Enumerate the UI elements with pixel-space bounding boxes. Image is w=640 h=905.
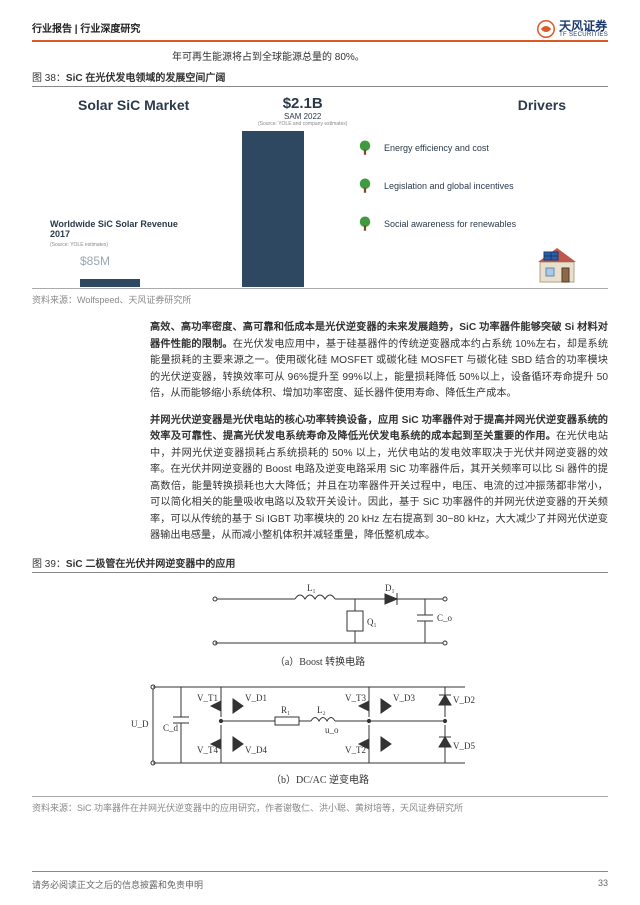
figure39-source: 资料来源：SiC 功率器件在并网光伏逆变器中的应用研究，作者谢敬仁、洪小聪、黄树… <box>32 801 608 814</box>
lbl-Co: C_o <box>437 613 453 623</box>
page-number: 33 <box>598 878 608 891</box>
brand-name-cn: 天风证券 <box>559 20 608 32</box>
driver-3: Social awareness for renewables <box>356 215 590 233</box>
lbl-VD2: V_D2 <box>453 695 475 705</box>
driver-1-text: Energy efficiency and cost <box>384 143 489 153</box>
brand-name-en: TF SECURITIES <box>559 32 608 38</box>
ww-title: Worldwide SiC Solar Revenue 2017 <box>50 219 200 240</box>
lbl-L1: L₁ <box>307 583 316 593</box>
lbl-D1: D₁ <box>385 583 395 593</box>
figure39-diagram: L₁ D₁ Q₁ <box>32 577 608 797</box>
lbl-VT2: V_T2 <box>345 745 366 755</box>
driver-1: Energy efficiency and cost <box>356 139 590 157</box>
lbl-Cd: C_d <box>163 723 179 733</box>
para2-rest: 在光伏电站中，并网光伏逆变器损耗占系统损耗的 50% 以上，光伏电站的发电效率取… <box>150 431 608 541</box>
lbl-VD1: V_D1 <box>245 693 267 703</box>
paragraph-1: 高效、高功率密度、高可靠和低成本是光伏逆变器的未来发展趋势，SiC 功率器件能够… <box>150 320 608 403</box>
sam-source: (Source: YOLE and company estimates) <box>258 121 347 127</box>
page-header: 行业报告 | 行业深度研究 天风证券 TF SECURITIES <box>32 20 608 42</box>
bar-2017 <box>80 279 140 287</box>
ww-source: (Source: YOLE estimates) <box>50 242 200 248</box>
sam-block: $2.1B SAM 2022 (Source: YOLE and company… <box>258 95 347 127</box>
header-left: 行业报告 | 行业深度研究 <box>32 20 140 35</box>
lbl-dcac: （b）DC/AC 逆变电路 <box>271 773 369 786</box>
lbl-VT3: V_T3 <box>345 693 366 703</box>
circuit-svg: L₁ D₁ Q₁ <box>125 581 515 791</box>
brand-logo: 天风证券 TF SECURITIES <box>537 20 608 38</box>
lbl-R1: R₁ <box>281 705 290 715</box>
para2-lead: 并网光伏逆变器是光伏电站的核心功率转换设备，应用 SiC 功率器件对于提高并网光… <box>150 415 608 443</box>
lbl-Ud: U_D <box>131 719 149 729</box>
brand-glyph-icon <box>537 20 555 38</box>
tree-icon <box>356 139 374 157</box>
lbl-VD3: V_D3 <box>393 693 415 703</box>
figure38-title: SiC 在光伏发电领域的发展空间广阔 <box>66 73 225 84</box>
figure38-number: 图 38： <box>32 73 66 84</box>
ww-2017-block: Worldwide SiC Solar Revenue 2017 (Source… <box>50 219 200 268</box>
lbl-VT1: V_T1 <box>197 693 218 703</box>
figure39-title: SiC 二极管在光伏并网逆变器中的应用 <box>66 559 235 570</box>
driver-2-text: Legislation and global incentives <box>384 181 514 191</box>
driver-2: Legislation and global incentives <box>356 177 590 195</box>
lbl-L2: L₂ <box>317 705 326 715</box>
figure39-caption: 图 39：SiC 二极管在光伏并网逆变器中的应用 <box>32 555 608 573</box>
figure39-number: 图 39： <box>32 559 66 570</box>
driver-3-text: Social awareness for renewables <box>384 219 516 229</box>
lbl-boost: （a）Boost 转换电路 <box>275 655 365 668</box>
lbl-uo: u_o <box>325 725 339 735</box>
intro-line: 年可再生能源将占到全球能源总量的 80%。 <box>172 48 608 63</box>
house-solar-icon <box>534 244 580 284</box>
lbl-Q1: Q₁ <box>367 617 377 627</box>
ww-amount: $85M <box>80 254 200 268</box>
lbl-VD5: V_D5 <box>453 741 475 751</box>
sam-value: $2.1B <box>258 95 347 112</box>
figure38-chart: Solar SiC Market $2.1B SAM 2022 (Source:… <box>32 91 608 289</box>
bar-2022 <box>242 131 304 287</box>
paragraph-2: 并网光伏逆变器是光伏电站的核心功率转换设备，应用 SiC 功率器件对于提高并网光… <box>150 413 608 545</box>
lbl-VD4: V_D4 <box>245 745 267 755</box>
figure38-source: 资料来源：Wolfspeed、天风证券研究所 <box>32 293 608 306</box>
footer-disclaimer: 请务必阅读正文之后的信息披露和免责申明 <box>32 878 203 891</box>
tree-icon <box>356 177 374 195</box>
tree-icon <box>356 215 374 233</box>
sam-label: SAM 2022 <box>258 112 347 121</box>
market-title: Solar SiC Market <box>78 97 189 113</box>
page-footer: 请务必阅读正文之后的信息披露和免责申明 33 <box>32 871 608 891</box>
lbl-VT4: V_T4 <box>197 745 218 755</box>
figure38-caption: 图 38：SiC 在光伏发电领域的发展空间广阔 <box>32 69 608 87</box>
drivers-title: Drivers <box>518 97 566 113</box>
